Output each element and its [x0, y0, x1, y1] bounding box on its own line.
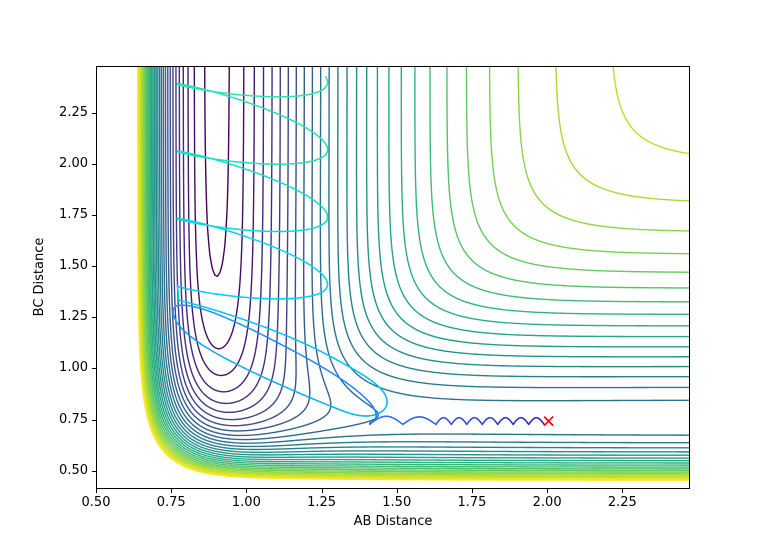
y-tick-label: 0.50 — [59, 462, 88, 478]
x-tick-label: 1.25 — [307, 495, 337, 510]
x-tick-mark — [171, 489, 173, 493]
x-axis-label: AB Distance — [353, 514, 433, 529]
x-tick-mark — [471, 489, 473, 493]
x-tick-label: 0.50 — [81, 495, 111, 510]
y-tick-label: 1.50 — [59, 258, 88, 274]
y-tick-mark — [92, 215, 96, 217]
y-tick-mark — [92, 470, 96, 472]
y-tick-label: 1.25 — [59, 309, 88, 325]
y-tick-mark — [92, 368, 96, 370]
y-tick-label: 2.25 — [59, 105, 88, 120]
contour-plot-canvas — [96, 66, 690, 489]
y-axis-label: BC Distance — [32, 237, 47, 317]
y-tick-mark — [92, 266, 96, 268]
x-tick-mark — [396, 489, 398, 493]
y-tick-mark — [92, 164, 96, 166]
y-tick-mark — [92, 317, 96, 319]
x-tick-label: 1.50 — [382, 495, 412, 510]
x-tick-mark — [96, 489, 97, 493]
y-tick-label: 0.75 — [59, 411, 88, 427]
x-tick-label: 1.00 — [231, 495, 261, 510]
x-tick-mark — [547, 489, 549, 493]
y-tick-label: 1.75 — [59, 207, 88, 223]
x-tick-mark — [321, 489, 323, 493]
y-tick-mark — [92, 419, 96, 421]
x-tick-mark — [246, 489, 248, 493]
y-tick-label: 1.00 — [59, 360, 88, 376]
x-tick-label: 1.75 — [457, 495, 487, 510]
x-tick-label: 2.00 — [532, 495, 562, 510]
y-tick-mark — [92, 113, 96, 114]
x-tick-label: 2.25 — [607, 495, 637, 510]
y-tick-label: 2.00 — [59, 156, 88, 172]
x-tick-mark — [622, 489, 624, 493]
x-tick-label: 0.75 — [156, 495, 186, 510]
